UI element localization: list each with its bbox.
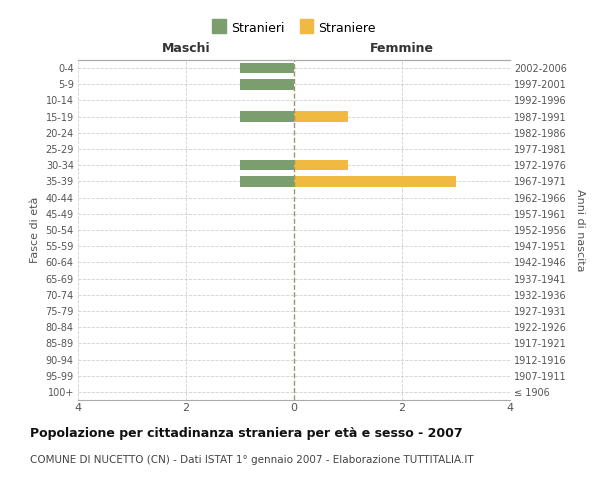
Bar [240, 160, 294, 170]
Bar [294, 160, 348, 170]
Legend: Stranieri, Straniere: Stranieri, Straniere [212, 22, 376, 35]
Bar [294, 176, 456, 186]
Y-axis label: Anni di nascita: Anni di nascita [575, 188, 586, 271]
Text: Maschi: Maschi [161, 42, 211, 55]
Bar [240, 63, 294, 74]
Bar [240, 79, 294, 90]
Bar [240, 112, 294, 122]
Bar [240, 176, 294, 186]
Text: Popolazione per cittadinanza straniera per età e sesso - 2007: Popolazione per cittadinanza straniera p… [30, 428, 463, 440]
Bar [294, 112, 348, 122]
Y-axis label: Fasce di età: Fasce di età [30, 197, 40, 263]
Text: Femmine: Femmine [370, 42, 434, 55]
Text: COMUNE DI NUCETTO (CN) - Dati ISTAT 1° gennaio 2007 - Elaborazione TUTTITALIA.IT: COMUNE DI NUCETTO (CN) - Dati ISTAT 1° g… [30, 455, 473, 465]
